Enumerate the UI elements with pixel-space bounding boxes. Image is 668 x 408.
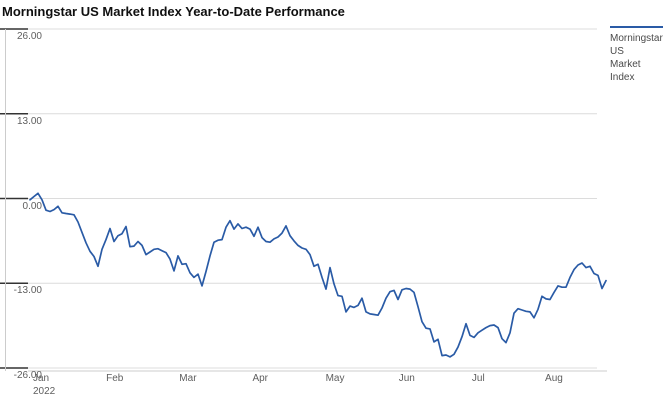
y-axis-label: 0.00 <box>22 200 42 212</box>
legend-series-label: Morningstar US Market Index <box>610 32 668 84</box>
legend-label-line: Market <box>610 59 641 70</box>
x-axis-label: Mar <box>179 373 197 384</box>
chart-title: Morningstar US Market Index Year-to-Date… <box>2 4 345 19</box>
series-line <box>29 192 607 358</box>
y-axis-label: 13.00 <box>16 115 42 127</box>
y-axis-label: -26.00 <box>13 370 42 381</box>
x-axis-label: Jan <box>33 373 50 384</box>
legend-line-swatch <box>610 26 663 28</box>
y-axis-label: -13.00 <box>13 285 42 297</box>
x-axis-year-label: 2022 <box>33 386 56 397</box>
x-axis-label: Jun <box>398 373 415 384</box>
x-axis-label: Jul <box>471 373 485 384</box>
y-axis-label: 26.00 <box>16 31 42 42</box>
legend-label-line: US <box>610 46 624 57</box>
x-axis-label: Feb <box>106 373 124 384</box>
x-axis-label: Apr <box>252 373 268 384</box>
legend: Morningstar US Market Index <box>610 26 668 84</box>
legend-label-line: Morningstar <box>610 33 663 44</box>
x-axis-label: May <box>325 373 345 384</box>
legend-label-line: Index <box>610 72 635 83</box>
x-axis-label: Aug <box>545 373 563 384</box>
